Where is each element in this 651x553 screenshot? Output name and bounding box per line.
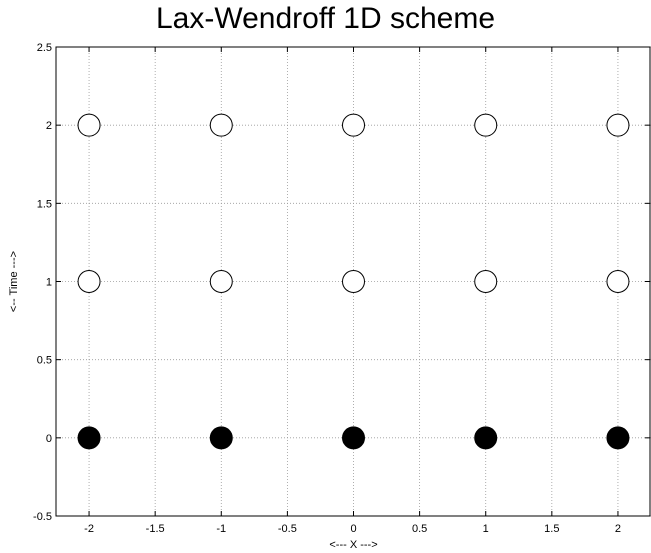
filled-point	[606, 426, 630, 450]
y-axis-label: <-- Time --->	[8, 251, 20, 312]
open-point	[342, 270, 365, 293]
x-tick-label: 0	[350, 523, 356, 535]
data-points	[77, 113, 630, 450]
filled-point	[209, 426, 233, 450]
y-tick-label: 1.5	[37, 198, 52, 210]
filled-point	[342, 426, 365, 450]
y-tick-label: 1	[46, 277, 52, 289]
y-tick-label: 0	[46, 433, 52, 445]
open-point	[209, 113, 233, 137]
open-point	[77, 270, 101, 293]
x-axis-label: <--- X --->	[329, 539, 377, 551]
y-tick-label: 2	[46, 120, 52, 132]
open-point	[474, 270, 498, 293]
open-point	[474, 113, 498, 137]
filled-point	[77, 426, 101, 450]
x-tick-label: -0.5	[278, 523, 297, 535]
y-tick-label: 2.5	[37, 42, 52, 54]
y-tick-label: 0.5	[37, 355, 52, 367]
axis-ticks: -2 -1.5 -1 -0.5 0 0.5 1 1.5 2 -0.5 0 0.5 1 1.5 2 2.5	[33, 42, 650, 535]
open-point	[77, 113, 101, 137]
filled-point	[474, 426, 498, 450]
x-tick-label: 0.5	[412, 523, 427, 535]
y-tick-label: -0.5	[33, 511, 52, 523]
open-point	[606, 113, 630, 137]
open-point	[209, 270, 233, 293]
x-tick-label: 2	[615, 523, 621, 535]
x-tick-label: 1	[483, 523, 489, 535]
x-tick-label: 1.5	[544, 523, 559, 535]
x-tick-label: -1	[216, 523, 226, 535]
x-tick-label: -2	[84, 523, 94, 535]
x-tick-label: -1.5	[146, 523, 165, 535]
open-point	[606, 270, 630, 293]
chart-title: Lax-Wendroff 1D scheme	[155, 2, 496, 35]
open-point	[342, 113, 365, 137]
